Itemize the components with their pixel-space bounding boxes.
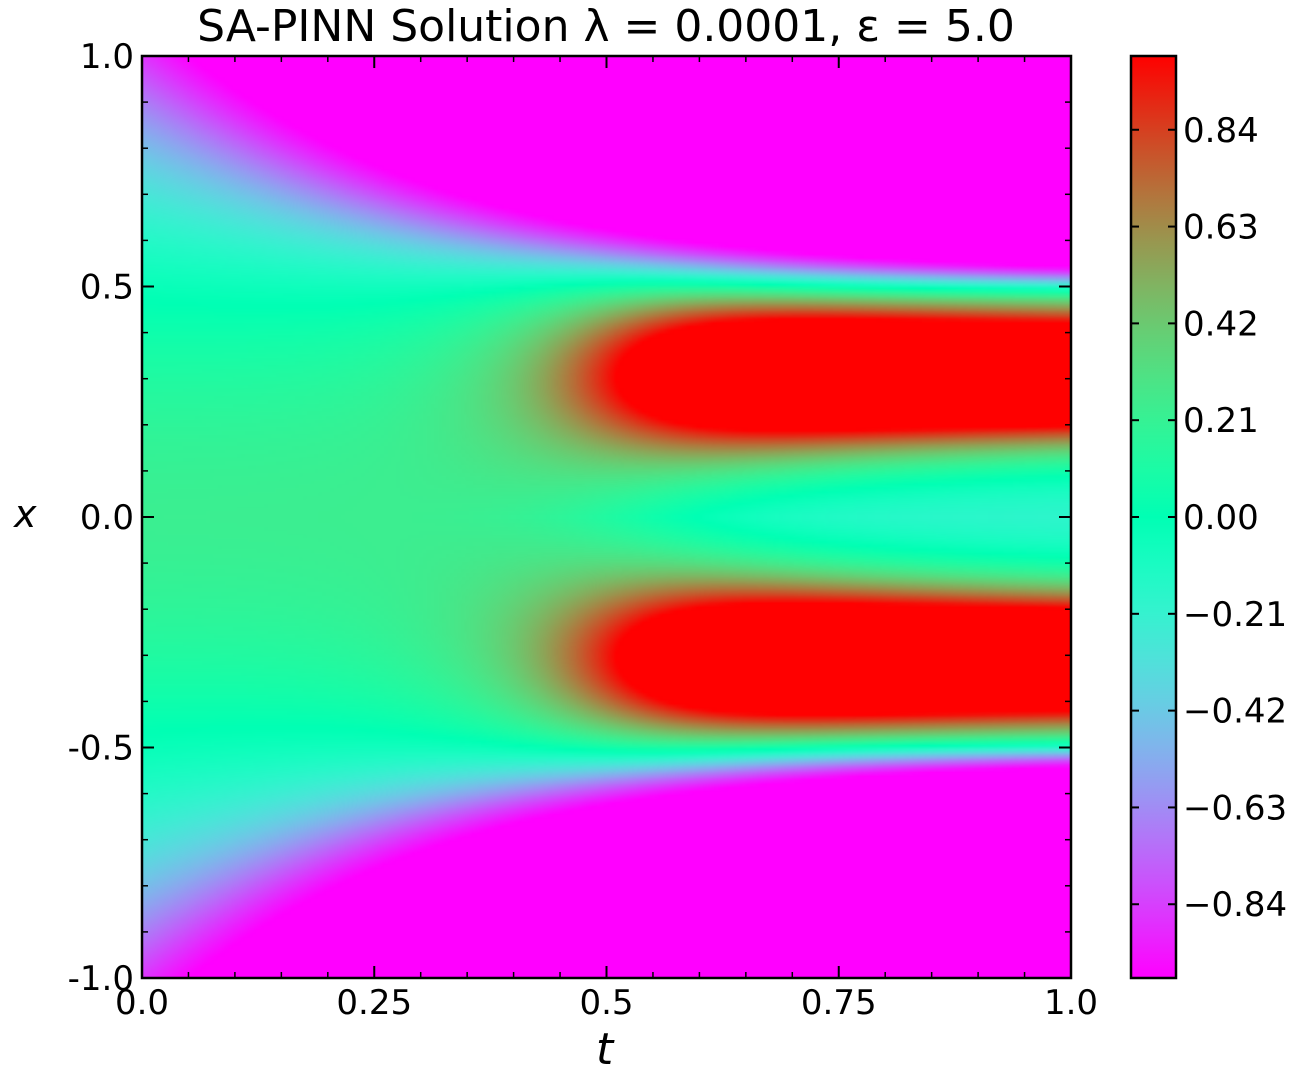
- x-axis-label: t: [596, 1024, 614, 1075]
- y-tick-labels: -1.0 -0.5 0.0 0.5 1.0: [68, 37, 134, 999]
- colorbar-tick-label: −0.21: [1183, 595, 1287, 635]
- x-tick-label: 0.75: [801, 983, 877, 1023]
- colorbar-tick-label: 0.00: [1183, 498, 1259, 538]
- y-tick-label: -1.0: [68, 959, 134, 999]
- heatmap-field: [142, 56, 1071, 978]
- y-tick-label: 0.0: [80, 498, 134, 538]
- y-tick-label: 0.5: [80, 268, 134, 308]
- x-tick-label: 0.25: [336, 983, 412, 1023]
- colorbar-tick-label: −0.84: [1183, 885, 1287, 925]
- y-axis-label: x: [14, 492, 37, 536]
- colorbar-tick-label: 0.21: [1183, 401, 1259, 441]
- axis-ticks: [141, 55, 1072, 979]
- x-tick-label: 0.0: [115, 983, 169, 1023]
- chart-title: SA-PINN Solution λ = 0.0001, ε = 5.0: [197, 1, 1015, 52]
- colorbar-tick-label: 0.42: [1183, 304, 1259, 344]
- y-tick-label: -0.5: [68, 729, 134, 769]
- colorbar-tick-label: 0.84: [1183, 111, 1259, 151]
- x-tick-label: 1.0: [1044, 983, 1098, 1023]
- y-tick-label: 1.0: [80, 37, 134, 77]
- colorbar-ticks: 0.84 0.63 0.42 0.21 0.00 −0.21 −0.42 −0.63 −0.84: [1131, 111, 1287, 925]
- colorbar-tick-label: 0.63: [1183, 208, 1259, 248]
- colorbar-tick-label: −0.42: [1183, 692, 1287, 732]
- colorbar-tick-label: −0.63: [1183, 788, 1287, 828]
- x-tick-labels: 0.0 0.25 0.5 0.75 1.0: [115, 983, 1098, 1023]
- x-tick-label: 0.5: [579, 983, 633, 1023]
